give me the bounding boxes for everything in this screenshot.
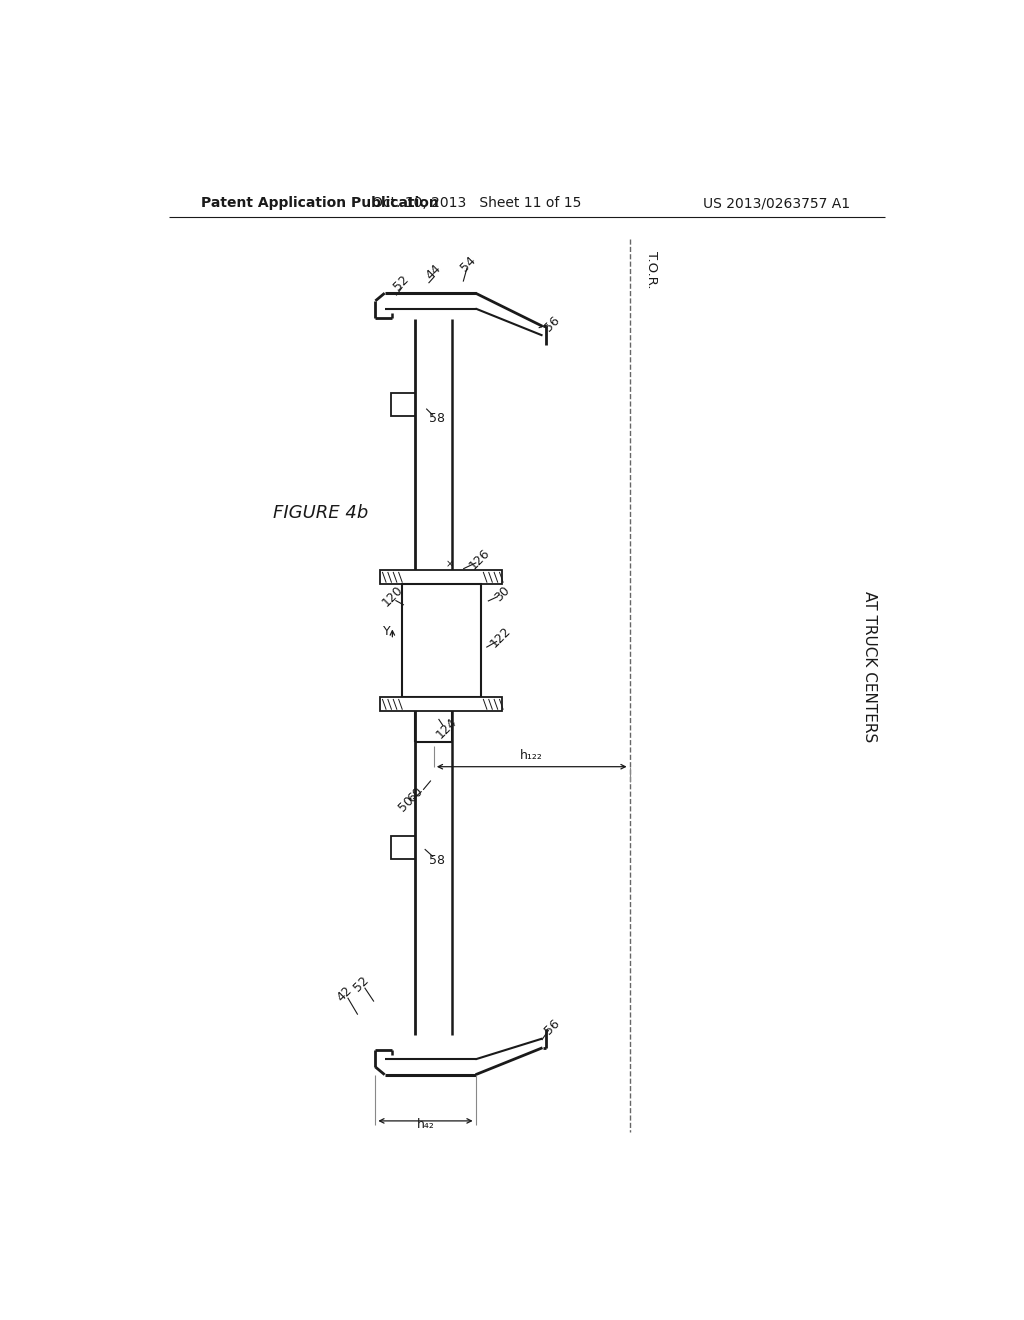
Text: Patent Application Publication: Patent Application Publication	[202, 197, 439, 210]
Text: FIGURE 4b: FIGURE 4b	[273, 504, 369, 521]
Text: US 2013/0263757 A1: US 2013/0263757 A1	[703, 197, 851, 210]
Text: h₁₂₂: h₁₂₂	[519, 748, 543, 762]
Text: 56: 56	[543, 314, 563, 334]
Text: 120: 120	[379, 582, 406, 609]
Text: 60: 60	[406, 785, 426, 805]
Text: 54: 54	[458, 253, 478, 275]
Text: 58: 58	[429, 412, 445, 425]
Text: 44: 44	[423, 263, 443, 282]
Bar	[401, 585, 481, 697]
Text: h₄₂: h₄₂	[417, 1118, 434, 1131]
Bar	[380, 570, 503, 585]
Text: 52: 52	[351, 974, 372, 994]
Text: ×: ×	[446, 560, 455, 569]
Text: 30: 30	[493, 583, 513, 603]
Text: 122: 122	[488, 624, 514, 651]
Bar	[380, 697, 503, 711]
Text: 52: 52	[391, 273, 412, 293]
Text: T.O.R.: T.O.R.	[644, 251, 657, 289]
Text: Oct. 10, 2013   Sheet 11 of 15: Oct. 10, 2013 Sheet 11 of 15	[373, 197, 582, 210]
Text: 58: 58	[429, 854, 445, 867]
Bar	[391, 836, 416, 859]
Text: AT TRUCK CENTERS: AT TRUCK CENTERS	[862, 591, 878, 742]
Bar	[391, 393, 416, 416]
Text: 56: 56	[543, 1016, 563, 1038]
Text: 50: 50	[396, 793, 417, 814]
Text: 42: 42	[335, 983, 354, 1005]
Text: 124: 124	[433, 715, 459, 741]
Text: 126: 126	[466, 546, 493, 572]
Text: Y: Y	[383, 626, 391, 639]
